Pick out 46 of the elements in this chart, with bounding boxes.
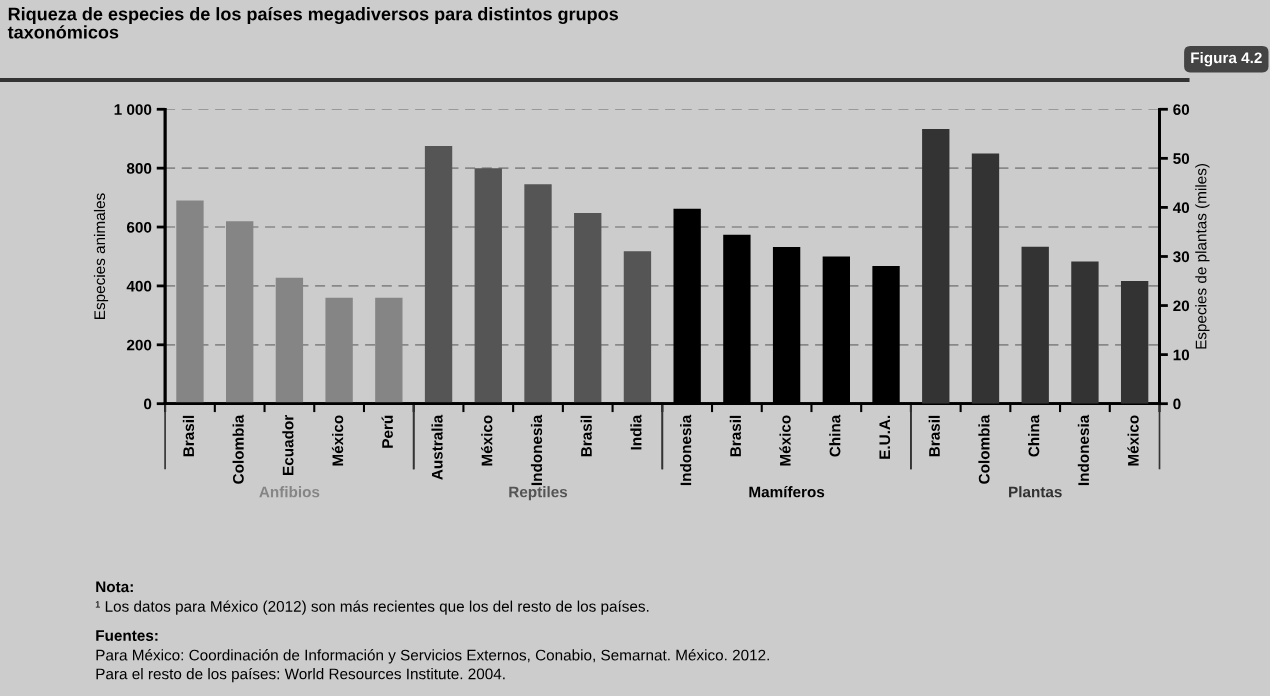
- x-tick-label: China: [1028, 414, 1040, 457]
- x-tick-label: México: [779, 415, 791, 466]
- x-tick-label: Indonesia: [530, 414, 543, 486]
- x-tick-label: Brasil: [729, 415, 741, 457]
- x-tick-label: E.U.A.: [879, 415, 891, 459]
- text: Para México: Coordinación de Información y Servicios Externos, Conabio, Semarnat. México. 2012.: [96, 649, 769, 664]
- y-tick-label: 400: [126, 280, 152, 292]
- text: Para el resto de los países: World Resources Institute. 2004.: [96, 667, 505, 683]
- y-tick-label: 200: [126, 339, 152, 351]
- y2-tick-label: 60: [1173, 104, 1190, 115]
- y2-tick-label: 20: [1173, 300, 1190, 312]
- y2-tick-label: 10: [1173, 349, 1190, 361]
- text: Reptiles: [509, 486, 568, 501]
- y-axis-title: Especies animales: [93, 193, 109, 319]
- y2-tick-label: 0: [1173, 398, 1181, 410]
- text: Figura 4.2: [1191, 52, 1262, 67]
- text: Mamíferos: [749, 485, 825, 498]
- y-tick-label: 1 000: [114, 104, 152, 115]
- y-tick-label: 0: [144, 398, 152, 410]
- chart-title: Riqueza de especies de los países megadiversos para distintos grupos taxonómicos: [7, 6, 618, 39]
- text: Nota:: [96, 581, 133, 593]
- text: Anfibios: [259, 486, 320, 498]
- y-tick-label: 800: [126, 163, 152, 174]
- y2-tick-label: 40: [1172, 202, 1190, 214]
- x-tick-label: Australia: [431, 414, 443, 480]
- x-tick-label: México: [1127, 415, 1139, 466]
- x-tick-label: Colombia: [978, 414, 990, 484]
- y2-tick-label: 50: [1173, 153, 1190, 165]
- x-tick-label: China: [829, 414, 841, 457]
- x-tick-label: Indonesia: [1077, 414, 1090, 486]
- x-tick-label: Ecuador: [282, 415, 294, 475]
- x-tick-label: India: [630, 414, 642, 450]
- x-tick-label: Brasil: [182, 415, 195, 457]
- y-tick-label: 600: [126, 221, 152, 233]
- y2-tick-label: 30: [1173, 251, 1190, 263]
- x-tick-label: Brasil: [580, 415, 592, 457]
- text: ¹ Los datos para México (2012) son más recientes que los del resto de los países.: [95, 600, 649, 615]
- x-tick-label: Perú: [381, 415, 393, 448]
- x-tick-label: México: [481, 415, 493, 466]
- x-tick-label: Colombia: [232, 414, 244, 484]
- source-note: Fuentes:: [96, 630, 158, 641]
- x-tick-label: Indonesia: [680, 414, 692, 486]
- y2-axis-title: Especies de plantas (miles): [1195, 164, 1210, 349]
- text: Plantas: [1009, 486, 1062, 498]
- x-tick-label: Brasil: [928, 415, 940, 457]
- x-tick-label: México: [331, 415, 344, 466]
